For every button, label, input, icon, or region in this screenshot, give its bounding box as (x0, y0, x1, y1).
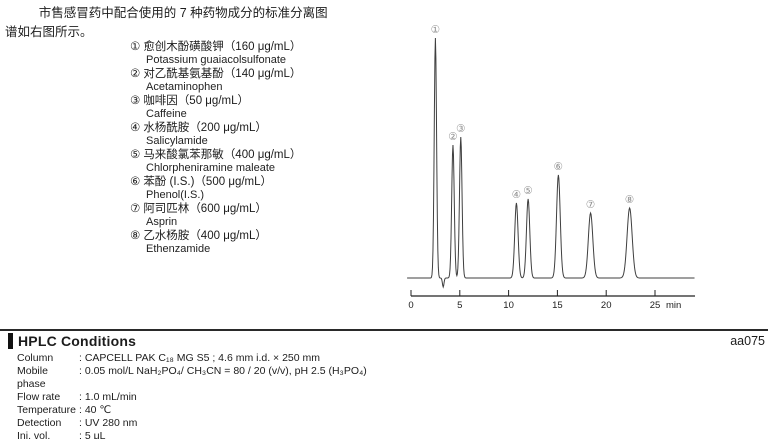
divider-line (0, 329, 768, 331)
component-concentration: （400 μg/mL） (223, 149, 302, 161)
peak-number-badge: ③ (130, 95, 141, 107)
component-concentration: （600 μg/mL） (189, 203, 267, 215)
peak-number-badge: ⑦ (130, 203, 141, 215)
component-name-cn: 乙水杨胺 (143, 230, 190, 242)
x-axis-tick-label: 15 (552, 300, 563, 311)
x-axis-tick-label: 0 (408, 300, 413, 311)
condition-value: : 40 ℃ (79, 404, 112, 416)
condition-row: Detection : UV 280 nm (17, 417, 367, 430)
component-concentration: （140 μg/mL） (223, 68, 302, 80)
peak-number-label: ③ (456, 123, 465, 135)
conditions-header: HPLC Conditions (8, 333, 136, 349)
conditions-title: HPLC Conditions (18, 333, 137, 349)
component-concentration: （50 μg/mL） (177, 95, 249, 107)
legend-item: ① 愈创木酚磺酸钾（160 μg/mL） Potassium guaiacolsu… (130, 41, 420, 66)
legend-item: ⑤ 马来酸氯苯那敏（400 μg/mL） Chlorpheniramine mal… (130, 149, 420, 174)
condition-label: Temperature (17, 404, 76, 416)
component-name-en: Acetaminophen (146, 81, 223, 93)
peak-number-badge: ① (130, 41, 141, 53)
component-concentration: （200 μg/mL） (189, 122, 267, 134)
peak-number-label: ② (448, 131, 457, 143)
condition-label: Column (17, 352, 54, 364)
component-name-en: Caffeine (146, 108, 187, 120)
legend-item: ⑥ 苯酚 (I.S.)（500 μg/mL） Phenol(I.S.) (130, 176, 420, 201)
component-name-cn: 水杨酰胺 (143, 122, 190, 134)
peak-number-label: ⑤ (523, 185, 532, 197)
condition-value: : 5 μL (79, 430, 106, 439)
peak-number-label: ④ (512, 189, 521, 201)
intro-line-1: 市售感冒药中配合使用的 7 种药物成分的标准分离图 (38, 6, 328, 20)
condition-label: Inj. vol. (17, 430, 51, 439)
x-axis-tick-label: 5 (457, 300, 462, 311)
peak-number-badge: ② (130, 68, 141, 80)
component-name-cn: 阿司匹林 (143, 203, 190, 215)
x-axis-unit-label: min (666, 300, 681, 311)
peak-number-badge: ④ (130, 122, 141, 134)
legend-item: ⑦ 阿司匹林（600 μg/mL） Asprin (130, 203, 420, 228)
condition-label: Mobile phase (17, 365, 48, 390)
component-name-cn: 马来酸氯苯那敏 (143, 149, 224, 161)
figure-code: aa075 (730, 334, 765, 348)
legend-item: ③ 咖啡因（50 μg/mL） Caffeine (130, 95, 420, 120)
component-concentration: （400 μg/mL） (189, 230, 267, 242)
component-name-en: Salicylamide (146, 135, 208, 147)
condition-value: : CAPCELL PAK C₁₈ MG S5 ; 4.6 mm i.d. × … (79, 352, 321, 364)
peak-number-label: ⑧ (625, 194, 634, 206)
condition-row: Temperature : 40 ℃ (17, 404, 367, 417)
component-name-cn: 咖啡因 (143, 95, 178, 107)
condition-row: Mobile phase : 0.05 mol/L NaH₂PO₄/ CH₃CN… (17, 365, 367, 391)
component-name-en: Phenol(I.S.) (146, 189, 205, 201)
component-name-cn: 愈创木酚磺酸钾 (143, 41, 224, 53)
condition-label: Detection (17, 417, 62, 429)
component-name-en: Asprin (146, 216, 178, 228)
component-name-en: Chlorpheniramine maleate (146, 162, 276, 174)
condition-value: : 1.0 mL/min (79, 391, 137, 403)
intro-line-2: 谱如右图所示。 (5, 25, 93, 39)
condition-value: : 0.05 mol/L NaH₂PO₄/ CH₃CN = 80 / 20 (v… (79, 365, 367, 377)
chromatogram-trace (407, 37, 695, 289)
legend-item: ② 对乙酰基氨基酚（140 μg/mL） Acetaminophen (130, 68, 420, 93)
x-axis-tick-label: 10 (503, 300, 514, 311)
peak-number-label: ⑦ (586, 199, 595, 211)
peak-number-badge: ⑥ (130, 176, 141, 188)
condition-row: Flow rate : 1.0 mL/min (17, 391, 367, 404)
intro-paragraph: 市售感冒药中配合使用的 7 种药物成分的标准分离图 谱如右图所示。 (5, 4, 415, 42)
peak-number-label: ⑥ (554, 161, 563, 173)
conditions-table: Column : CAPCELL PAK C₁₈ MG S5 ; 4.6 mm … (17, 352, 367, 439)
legend-item: ④ 水杨酰胺（200 μg/mL） Salicylamide (130, 122, 420, 147)
component-concentration: （500 μg/mL） (194, 176, 273, 188)
legend-item: ⑧ 乙水杨胺（400 μg/mL） Ethenzamide (130, 230, 420, 255)
component-concentration: （160 μg/mL） (223, 41, 302, 53)
peak-number-badge: ⑧ (130, 230, 141, 242)
condition-row: Inj. vol. : 5 μL (17, 430, 367, 439)
condition-label: Flow rate (17, 391, 61, 403)
peak-number-badge: ⑤ (130, 149, 141, 161)
component-name-en: Ethenzamide (146, 243, 211, 255)
peak-number-label: ① (431, 24, 440, 36)
x-axis-tick-label: 20 (601, 300, 612, 311)
component-legend: ① 愈创木酚磺酸钾（160 μg/mL） Potassium guaiacolsu… (130, 41, 420, 257)
chromatogram-chart: 0 5 10 15 20 25 min ① ②③ ④ ⑤ ⑥ ⑦ ⑧ (407, 24, 696, 311)
component-name-cn: 苯酚 (I.S.) (143, 176, 195, 188)
component-name-en: Potassium guaiacolsulfonate (146, 54, 287, 66)
condition-row: Column : CAPCELL PAK C₁₈ MG S5 ; 4.6 mm … (17, 352, 367, 365)
component-name-cn: 对乙酰基氨基酚 (143, 68, 224, 80)
x-axis-tick-label: 25 (650, 300, 661, 311)
condition-value: : UV 280 nm (79, 417, 138, 429)
header-accent-bar (8, 333, 13, 349)
